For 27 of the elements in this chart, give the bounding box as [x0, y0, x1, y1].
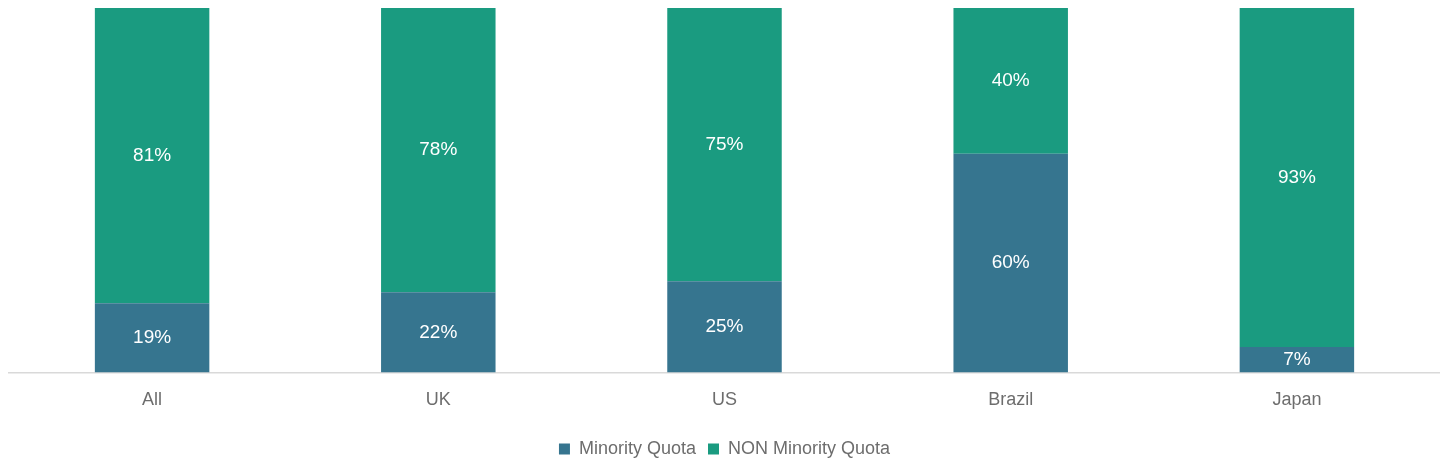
bar: [1239, 346, 1355, 373]
bar: [953, 153, 1068, 373]
bar: [94, 303, 210, 373]
x-tick-label: US: [711, 389, 738, 410]
data-label: 22%: [419, 320, 458, 342]
bar: [94, 8, 210, 304]
data-label: 40%: [991, 69, 1030, 91]
data-label: 25%: [705, 315, 744, 337]
legend-label: NON Minority Quota: [728, 437, 892, 458]
x-tick-label: UK: [425, 389, 451, 410]
data-label: 19%: [133, 326, 172, 348]
bar: [381, 8, 496, 293]
bar: [667, 8, 782, 282]
data-label: 78%: [419, 138, 458, 160]
legend-label: Minority Quota: [578, 437, 697, 458]
data-label: 7%: [1283, 347, 1311, 369]
bar: [667, 281, 782, 373]
bar: [1239, 8, 1355, 347]
data-label: 93%: [1277, 165, 1317, 187]
data-label: 75%: [705, 132, 744, 154]
x-tick-label: All: [142, 389, 163, 410]
data-label: 81%: [133, 143, 172, 165]
x-tick-label: Japan: [1272, 389, 1322, 410]
bar: [381, 292, 496, 373]
bar: [953, 8, 1068, 154]
x-tick-label: Brazil: [988, 389, 1034, 410]
data-label: 60%: [991, 251, 1030, 273]
